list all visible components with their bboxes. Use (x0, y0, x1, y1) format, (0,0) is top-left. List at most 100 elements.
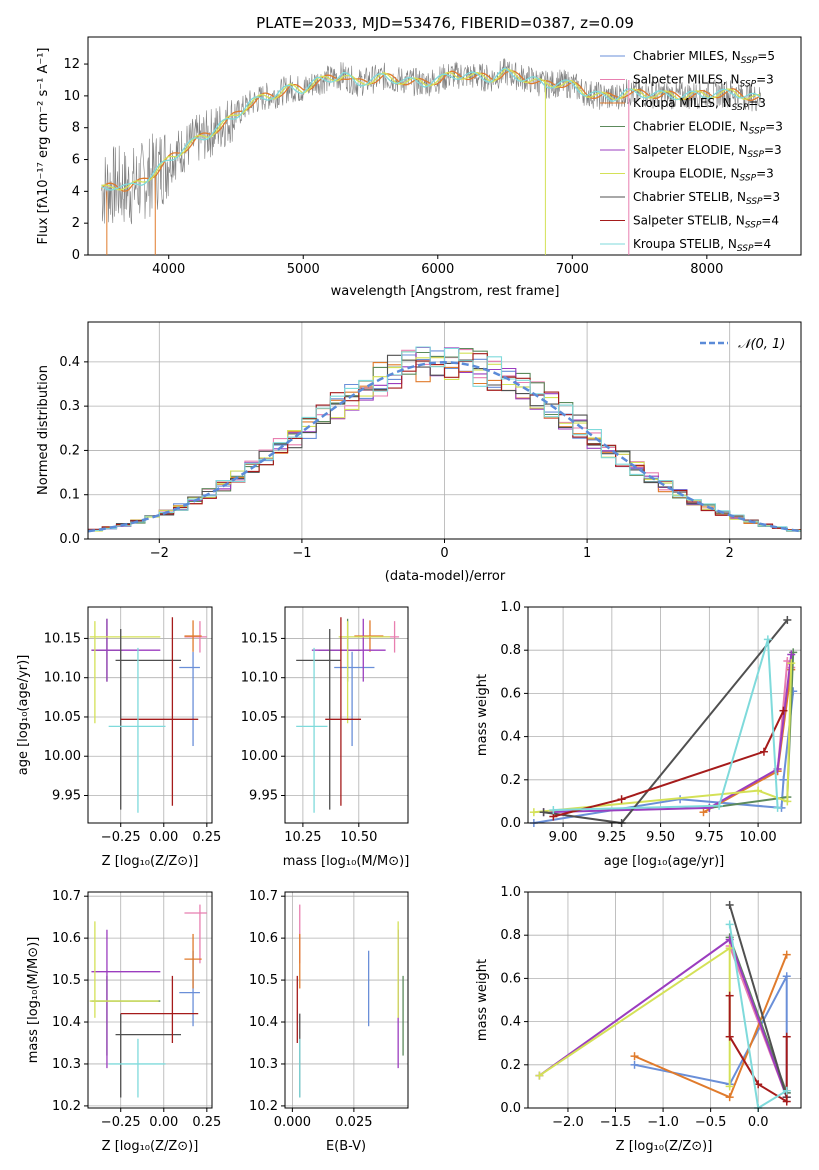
residual-ylabel: Normed distribution (36, 365, 51, 495)
residual-xlabel: (data-model)/error (385, 569, 506, 584)
y-tick-label: 0.0 (59, 532, 80, 547)
y-tick-label: 2 (72, 216, 80, 231)
x-tick-label: 0.00 (149, 830, 178, 845)
y-tick-label: 10.10 (44, 671, 81, 686)
x-tick-label: 0.25 (192, 1115, 221, 1130)
residual-data (87, 346, 802, 533)
age-z-ylabel: age [log₁₀(age/yr)] (16, 655, 31, 776)
age-vs-z-panel: −0.25 0.00 0.25 9.95 10.00 10.05 10.10 10.15 (44, 606, 221, 845)
x-tick-label: 0.025 (335, 1115, 372, 1130)
normal-curve (87, 361, 802, 533)
mass-vs-z-panel: −0.25 0.00 0.25 10.2 10.3 10.4 10.5 10.6 10.7 (52, 889, 221, 1130)
axes-frame (87, 606, 213, 824)
normal-legend-label: 𝒩(0, 1) (738, 337, 785, 352)
y-tick-label: 1.0 (500, 885, 521, 900)
y-tick-label: 0.3 (59, 399, 80, 414)
y-tick-label: 0.4 (500, 730, 521, 745)
weight-line (543, 654, 793, 814)
mw-z-xlabel: Z [log₁₀(Z/Z⊙)] (616, 1139, 713, 1154)
y-tick-label: 0.0 (500, 816, 521, 831)
mw-age-ylabel: mass weight (475, 674, 490, 756)
y-tick-label: 8 (72, 121, 80, 136)
y-tick-label: 0.2 (500, 773, 521, 788)
y-tick-label: 9.95 (249, 789, 278, 804)
x-tick-label: 10.25 (284, 830, 321, 845)
x-tick-label: 0.000 (274, 1115, 311, 1130)
axes-frame (284, 891, 409, 1109)
legend-label: Salpeter MILES, NSSP=3 (633, 73, 774, 90)
y-tick-label: 4 (72, 184, 80, 199)
y-tick-label: 10.2 (249, 1099, 278, 1114)
y-tick-label: 10.15 (44, 631, 81, 646)
y-tick-label: 0.6 (500, 686, 521, 701)
x-tick-label: 5000 (287, 262, 320, 277)
massweight-vs-z-panel: −2.0 −1.5 −1.0 −0.5 0.0 0.0 0.2 0.4 0.6 0.8 1.0 (500, 885, 802, 1130)
y-tick-label: 0.4 (59, 355, 80, 370)
axes-frame (527, 606, 802, 824)
histogram-step (88, 353, 801, 531)
age-z-xlabel: Z [log₁₀(Z/Z⊙)] (102, 854, 199, 869)
y-tick-label: 10.3 (52, 1057, 81, 1072)
age-vs-mass-panel: 10.25 10.50 9.95 10.00 10.05 10.10 10.15 (241, 606, 409, 845)
figure-title: PLATE=2033, MJD=53476, FIBERID=0387, z=0… (256, 14, 634, 32)
spectrum-legend: Chabrier MILES, NSSP=5 Salpeter MILES, NS… (600, 49, 783, 254)
x-tick-label: 10.00 (739, 830, 776, 845)
weight-line (533, 663, 793, 814)
y-tick-label: 0.1 (59, 488, 80, 503)
spectrum-panel: 4000 5000 6000 7000 8000 0 2 4 6 8 10 12 Chabrier M… (36, 36, 802, 299)
x-tick-label: 9.50 (646, 830, 675, 845)
mw-z-ylabel: mass weight (475, 959, 490, 1041)
y-tick-label: 10 (63, 89, 80, 104)
y-tick-label: 10.6 (249, 931, 278, 946)
legend-label: Chabrier MILES, NSSP=5 (633, 49, 775, 66)
x-tick-label: 0.0 (748, 1115, 769, 1130)
x-tick-label: −2.0 (552, 1115, 584, 1130)
y-tick-label: 0.4 (500, 1015, 521, 1030)
histogram-step (88, 346, 801, 532)
axes-frame (87, 891, 213, 1109)
y-tick-label: 0.8 (500, 643, 521, 658)
legend-label: Chabrier ELODIE, NSSP=3 (633, 120, 783, 137)
model-spectrum-line (101, 67, 761, 191)
mw-age-xlabel: age [log₁₀(age/yr)] (604, 854, 725, 869)
legend-label: Kroupa STELIB, NSSP=4 (633, 237, 771, 254)
y-tick-label: 10.5 (52, 973, 81, 988)
y-tick-label: 10.7 (52, 889, 81, 904)
y-tick-label: 10.05 (44, 710, 81, 725)
y-tick-label: 10.05 (241, 710, 278, 725)
mass-ebv-xlabel: E(B-V) (326, 1139, 366, 1154)
y-tick-label: 10.5 (249, 973, 278, 988)
x-tick-label: 0.00 (149, 1115, 178, 1130)
x-tick-label: 1 (583, 546, 591, 561)
y-tick-label: 10.00 (44, 749, 81, 764)
legend-label: Kroupa MILES, NSSP=3 (633, 96, 766, 113)
x-tick-label: −0.25 (101, 830, 141, 845)
observed-spectrum-line (101, 58, 761, 225)
y-tick-label: 10.7 (249, 889, 278, 904)
massweight-vs-age-panel: 9.00 9.25 9.50 9.75 10.00 0.0 0.2 0.4 0.6 0.8 1.0 (500, 600, 802, 845)
x-tick-label: 2 (726, 546, 734, 561)
y-tick-label: 0.6 (500, 971, 521, 986)
x-tick-label: 0 (440, 546, 448, 561)
x-tick-label: −1.0 (647, 1115, 679, 1130)
legend-label: Chabrier STELIB, NSSP=3 (633, 190, 780, 207)
residual-panel: −2 −1 0 1 2 0.0 0.1 0.2 0.3 0.4 𝒩(0, 1) (data-mod… (36, 321, 802, 584)
mass-vs-ebv-panel: 0.000 0.025 10.2 10.3 10.4 10.5 10.6 10.7 (249, 889, 409, 1130)
y-tick-label: 1.0 (500, 600, 521, 615)
y-tick-label: 10.3 (249, 1057, 278, 1072)
weight-line (533, 691, 795, 824)
spectrum-axes-frame (87, 36, 802, 256)
legend-label: Salpeter STELIB, NSSP=4 (633, 214, 779, 231)
y-tick-label: 0.2 (59, 443, 80, 458)
y-tick-label: 0.2 (500, 1058, 521, 1073)
y-tick-label: 10.4 (249, 1015, 278, 1030)
x-tick-label: 4000 (152, 262, 185, 277)
y-tick-label: 0.8 (500, 928, 521, 943)
y-tick-label: 9.95 (52, 789, 81, 804)
y-tick-label: 0.0 (500, 1101, 521, 1116)
x-tick-label: 0.25 (192, 830, 221, 845)
x-tick-label: 10.50 (340, 830, 377, 845)
x-tick-label: 8000 (690, 262, 723, 277)
y-tick-label: 10.10 (241, 671, 278, 686)
